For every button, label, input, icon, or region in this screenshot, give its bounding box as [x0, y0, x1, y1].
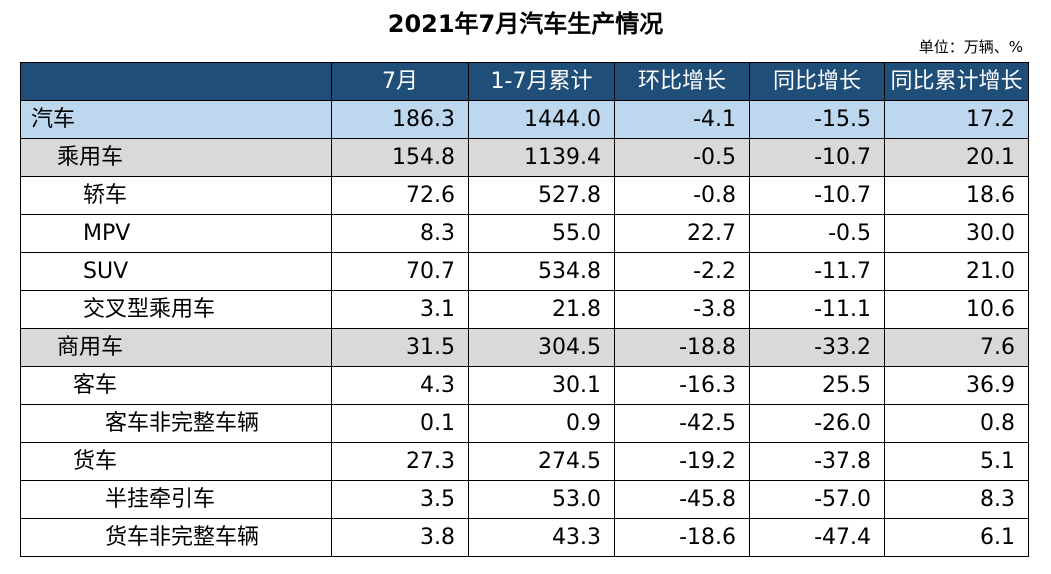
page-title: 2021年7月汽车生产情况	[387, 10, 664, 38]
table-row: 交叉型乘用车 3.1 21.8 -3.8 -11.1 10.6	[20, 290, 1029, 329]
cell-mom: -18.6	[614, 518, 750, 557]
cell-cumulative: 43.3	[468, 518, 615, 557]
cell-monthly: 154.8	[331, 138, 469, 177]
cell-cum-yoy: 21.0	[884, 252, 1029, 291]
row-name: 货车非完整车辆	[20, 518, 332, 557]
cell-yoy: -15.5	[749, 100, 885, 139]
cell-cumulative: 304.5	[468, 328, 615, 367]
cell-cum-yoy: 30.0	[884, 214, 1029, 253]
cell-monthly: 3.1	[331, 290, 469, 329]
cell-mom: -19.2	[614, 442, 750, 481]
row-name: 客车	[20, 366, 332, 405]
cell-mom: -16.3	[614, 366, 750, 405]
row-name: 货车	[20, 442, 332, 481]
table-row: 货车 27.3 274.5 -19.2 -37.8 5.1	[20, 442, 1029, 481]
cell-cum-yoy: 18.6	[884, 176, 1029, 215]
cell-cum-yoy: 7.6	[884, 328, 1029, 367]
table-row: 货车非完整车辆 3.8 43.3 -18.6 -47.4 6.1	[20, 518, 1029, 557]
header-yoy: 同比增长	[749, 62, 885, 101]
cell-yoy: -0.5	[749, 214, 885, 253]
cell-cumulative: 1139.4	[468, 138, 615, 177]
cell-cumulative: 53.0	[468, 480, 615, 519]
cell-cumulative: 30.1	[468, 366, 615, 405]
cell-cumulative: 55.0	[468, 214, 615, 253]
table-row: 客车非完整车辆 0.1 0.9 -42.5 -26.0 0.8	[20, 404, 1029, 443]
cell-yoy: -10.7	[749, 176, 885, 215]
cell-cum-yoy: 17.2	[884, 100, 1029, 139]
cell-cumulative: 1444.0	[468, 100, 615, 139]
header-monthly: 7月	[331, 62, 469, 101]
row-name: 商用车	[20, 328, 332, 367]
cell-cum-yoy: 20.1	[884, 138, 1029, 177]
table-row: SUV 70.7 534.8 -2.2 -11.7 21.0	[20, 252, 1029, 291]
cell-monthly: 0.1	[331, 404, 469, 443]
cell-mom: -0.5	[614, 138, 750, 177]
row-name: SUV	[20, 252, 332, 291]
header-label	[20, 62, 332, 101]
cell-cum-yoy: 6.1	[884, 518, 1029, 557]
table-row: MPV 8.3 55.0 22.7 -0.5 30.0	[20, 214, 1029, 253]
cell-yoy: -37.8	[749, 442, 885, 481]
cell-cum-yoy: 10.6	[884, 290, 1029, 329]
cell-cumulative: 274.5	[468, 442, 615, 481]
row-name: 客车非完整车辆	[20, 404, 332, 443]
unit-label: 单位：万辆、%	[918, 38, 1023, 56]
cell-yoy: -11.1	[749, 290, 885, 329]
cell-monthly: 4.3	[331, 366, 469, 405]
header-mom: 环比增长	[614, 62, 750, 101]
cell-cum-yoy: 36.9	[884, 366, 1029, 405]
table-row: 客车 4.3 30.1 -16.3 25.5 36.9	[20, 366, 1029, 405]
cell-mom: -0.8	[614, 176, 750, 215]
table-row: 商用车 31.5 304.5 -18.8 -33.2 7.6	[20, 328, 1029, 367]
cell-cum-yoy: 8.3	[884, 480, 1029, 519]
cell-monthly: 70.7	[331, 252, 469, 291]
cell-yoy: -10.7	[749, 138, 885, 177]
header-row: 7月 1-7月累计 环比增长 同比增长 同比累计增长	[20, 62, 1029, 101]
cell-cumulative: 21.8	[468, 290, 615, 329]
cell-mom: -18.8	[614, 328, 750, 367]
production-table: 7月 1-7月累计 环比增长 同比增长 同比累计增长 汽车 186.3 1444…	[20, 62, 1029, 557]
cell-yoy: -26.0	[749, 404, 885, 443]
cell-mom: -2.2	[614, 252, 750, 291]
table-row: 轿车 72.6 527.8 -0.8 -10.7 18.6	[20, 176, 1029, 215]
cell-mom: -4.1	[614, 100, 750, 139]
cell-mom: -45.8	[614, 480, 750, 519]
cell-mom: 22.7	[614, 214, 750, 253]
header-cum-yoy: 同比累计增长	[884, 62, 1029, 101]
row-name: 轿车	[20, 176, 332, 215]
cell-monthly: 72.6	[331, 176, 469, 215]
cell-mom: -3.8	[614, 290, 750, 329]
row-name: MPV	[20, 214, 332, 253]
cell-mom: -42.5	[614, 404, 750, 443]
row-name: 半挂牵引车	[20, 480, 332, 519]
table-row: 半挂牵引车 3.5 53.0 -45.8 -57.0 8.3	[20, 480, 1029, 519]
cell-cum-yoy: 0.8	[884, 404, 1029, 443]
cell-yoy: -11.7	[749, 252, 885, 291]
row-name: 汽车	[20, 100, 332, 139]
cell-cumulative: 534.8	[468, 252, 615, 291]
row-name: 交叉型乘用车	[20, 290, 332, 329]
cell-monthly: 31.5	[331, 328, 469, 367]
cell-monthly: 186.3	[331, 100, 469, 139]
cell-yoy: -57.0	[749, 480, 885, 519]
cell-monthly: 27.3	[331, 442, 469, 481]
cell-yoy: 25.5	[749, 366, 885, 405]
cell-cumulative: 0.9	[468, 404, 615, 443]
cell-yoy: -47.4	[749, 518, 885, 557]
table-row: 汽车 186.3 1444.0 -4.1 -15.5 17.2	[20, 100, 1029, 139]
table-row: 乘用车 154.8 1139.4 -0.5 -10.7 20.1	[20, 138, 1029, 177]
cell-yoy: -33.2	[749, 328, 885, 367]
cell-monthly: 8.3	[331, 214, 469, 253]
cell-monthly: 3.8	[331, 518, 469, 557]
header-cumulative: 1-7月累计	[468, 62, 615, 101]
row-name: 乘用车	[20, 138, 332, 177]
cell-cumulative: 527.8	[468, 176, 615, 215]
cell-monthly: 3.5	[331, 480, 469, 519]
cell-cum-yoy: 5.1	[884, 442, 1029, 481]
